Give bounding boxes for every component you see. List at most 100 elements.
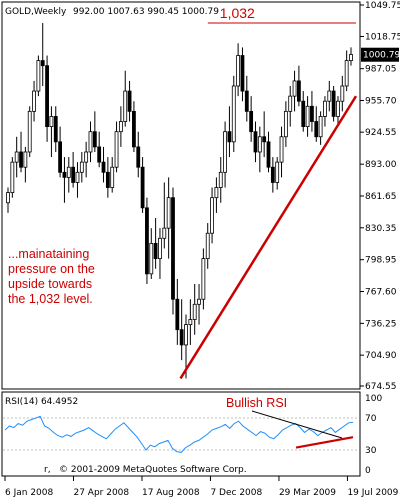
candle-body: [327, 90, 332, 102]
candle-body: [92, 131, 97, 148]
bullish-rsi-label: Bullish RSI: [226, 396, 287, 410]
price-tick-label: 1018.75: [365, 32, 400, 42]
candle-body: [336, 100, 340, 117]
candle-body: [36, 60, 41, 92]
candle-body: [349, 54, 353, 61]
candle-body: [218, 171, 223, 188]
candle-body: [114, 131, 119, 168]
price-tick-label: 704.90: [365, 351, 397, 361]
candle-body: [105, 171, 110, 188]
candle-body: [188, 319, 193, 326]
candle-body: [49, 116, 54, 128]
candle-body: [175, 298, 180, 331]
candle-body: [214, 187, 219, 199]
price-tick-label: 955.70: [365, 97, 397, 107]
candle-body: [305, 105, 310, 128]
resistance-label: 1,032: [220, 5, 255, 21]
date-tick-label: 7 Dec 2008: [210, 488, 262, 498]
candle-body: [197, 298, 201, 305]
date-tick-label: 29 Mar 2009: [279, 488, 336, 498]
candlestick-series: [6, 23, 353, 379]
annotation-line-3: upside towards: [8, 277, 92, 291]
rsi-tick-label: 30: [365, 446, 377, 456]
rsi-panel-frame: [1, 391, 361, 477]
date-tick-label: 6 Jan 2008: [5, 488, 53, 498]
price-tick-label: 674.55: [365, 382, 397, 392]
candle-body: [79, 161, 84, 173]
bullish-rsi-pointer: [251, 410, 343, 439]
candle-body: [101, 161, 106, 173]
candle-body: [110, 166, 115, 188]
candle-body: [149, 242, 154, 275]
candle-body: [132, 110, 136, 148]
candle-body: [262, 136, 267, 143]
main-panel-frame: [1, 1, 361, 390]
annotation-line-2: pressure on the: [8, 262, 95, 276]
candle-body: [310, 105, 314, 122]
candle-body: [166, 197, 171, 229]
candle-body: [158, 237, 162, 260]
candle-body: [71, 166, 76, 183]
copyright-prefix: r,: [44, 465, 51, 475]
candle-body: [23, 151, 28, 168]
candle-body: [97, 146, 102, 163]
price-axis: 1049.75 1018.75 987.05 955.70 924.55 893.00 86…: [360, 1, 400, 392]
price-tick-label: 736.25: [365, 319, 397, 329]
candle-body: [40, 60, 45, 67]
candle-body: [253, 131, 258, 153]
rsi-tick-label: 0: [365, 466, 371, 476]
candle-body: [140, 166, 145, 209]
annotation-line-1: ...mainataining: [8, 247, 89, 261]
candle-body: [257, 136, 262, 153]
price-tick-label: 830.35: [365, 224, 397, 234]
candle-body: [53, 116, 58, 143]
price-tick-label: 987.05: [365, 65, 397, 75]
candle-body: [153, 242, 158, 260]
candle-body: [88, 131, 93, 153]
price-tick-label: 1049.75: [365, 1, 400, 11]
annotation-line-4: the 1,032 level.: [8, 292, 93, 306]
candle-body: [192, 303, 197, 320]
candle-body: [240, 55, 245, 92]
candle-body: [249, 110, 254, 133]
candle-body: [279, 136, 284, 163]
copyright-footer: © 2001-2009 MetaQuotes Software Corp.: [59, 465, 247, 475]
price-tick-label: 861.65: [365, 192, 397, 202]
candle-body: [6, 192, 10, 204]
candle-body: [231, 85, 236, 143]
date-tick-label: 17 Aug 2008: [142, 488, 200, 498]
symbol-header: GOLD,Weekly: [5, 7, 67, 17]
price-tick-label: 798.95: [365, 256, 397, 266]
candle-body: [19, 151, 23, 168]
candle-body: [84, 151, 89, 163]
candle-body: [179, 329, 184, 346]
candle-body: [201, 258, 206, 300]
candle-body: [32, 90, 36, 112]
candle-body: [58, 141, 63, 173]
price-tick-label: 767.60: [365, 288, 397, 298]
rsi-tick-label: 70: [365, 414, 377, 424]
candle-body: [323, 100, 327, 117]
rsi-tick-label: 100: [365, 394, 382, 404]
candle-body: [314, 121, 319, 138]
candle-body: [136, 146, 141, 168]
annotation-text: ...mainataining pressure on the upside t…: [8, 247, 98, 306]
candle-body: [10, 161, 15, 194]
rsi-title: RSI(14) 64.4952: [5, 397, 78, 407]
candle-body: [236, 55, 241, 87]
candle-body: [123, 90, 128, 122]
rsi-trendline: [295, 436, 354, 449]
price-tick-label: 893.00: [365, 160, 397, 170]
candle-body: [45, 65, 49, 128]
candle-body: [27, 110, 32, 153]
candle-body: [162, 227, 167, 239]
date-tick-label: 27 Apr 2008: [73, 488, 129, 498]
candle-body: [275, 161, 280, 183]
price-tick-label: 924.55: [365, 128, 397, 138]
candle-body: [62, 171, 67, 178]
last-price-box: [361, 47, 399, 62]
candle-body: [127, 90, 132, 112]
date-tick-label: 19 Jul 2009: [347, 488, 398, 498]
candle-body: [318, 116, 323, 138]
